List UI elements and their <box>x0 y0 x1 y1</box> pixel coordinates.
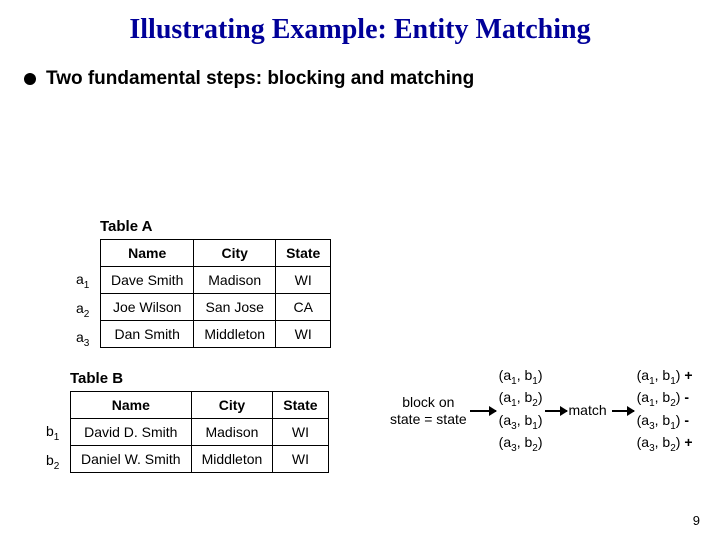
table-a-label: Table A <box>100 218 331 235</box>
table-cell: WI <box>273 419 328 446</box>
flow-diagram: block on state = state (a1, b1)(a1, b2)(… <box>390 366 693 455</box>
column-header: Name <box>71 392 192 419</box>
column-header: City <box>191 392 273 419</box>
block-label: block on state = state <box>390 394 467 428</box>
row-id-label: a1 <box>76 271 89 291</box>
table-row: Daniel W. SmithMiddletonWI <box>71 446 329 473</box>
pair: (a1, b1) <box>499 366 543 388</box>
column-header: State <box>276 240 331 267</box>
table-cell: Joe Wilson <box>101 294 194 321</box>
row-id-label: a3 <box>76 329 89 349</box>
table-row: David D. SmithMadisonWI <box>71 419 329 446</box>
block-label-l2: state = state <box>390 411 467 427</box>
column-header: State <box>273 392 328 419</box>
bullet-icon <box>24 73 36 85</box>
row-id-label: b1 <box>46 423 59 443</box>
row-id-label: a2 <box>76 300 89 320</box>
table-cell: WI <box>273 446 328 473</box>
pair: (a3, b2) <box>499 433 543 455</box>
table-cell: David D. Smith <box>71 419 192 446</box>
pairs-after-match: (a1, b1) +(a1, b2) -(a3, b1) -(a3, b2) + <box>637 366 693 455</box>
bullet-row: Two fundamental steps: blocking and matc… <box>24 68 720 90</box>
table-row: Joe WilsonSan JoseCA <box>101 294 331 321</box>
table-cell: Middleton <box>194 321 276 348</box>
table-a: NameCityStateDave SmithMadisonWIJoe Wils… <box>100 239 331 348</box>
arrow-icon <box>612 410 634 412</box>
arrow-icon <box>545 410 567 412</box>
table-cell: WI <box>276 321 331 348</box>
table-cell: Madison <box>191 419 273 446</box>
row-id-label: b2 <box>46 452 59 472</box>
slide-title: Illustrating Example: Entity Matching <box>0 0 720 46</box>
table-row: Dan SmithMiddletonWI <box>101 321 331 348</box>
pair: (a3, b2) + <box>637 433 693 455</box>
table-b-block: Table B NameCityStateDavid D. SmithMadis… <box>70 370 329 473</box>
pair: (a1, b2) - <box>637 388 693 410</box>
column-header: City <box>194 240 276 267</box>
table-cell: WI <box>276 267 331 294</box>
table-cell: Middleton <box>191 446 273 473</box>
bullet-text: Two fundamental steps: blocking and matc… <box>46 68 474 90</box>
table-row: Dave SmithMadisonWI <box>101 267 331 294</box>
pair: (a1, b2) <box>499 388 543 410</box>
page-number: 9 <box>693 513 700 528</box>
table-cell: Madison <box>194 267 276 294</box>
table-cell: Dan Smith <box>101 321 194 348</box>
table-b-label: Table B <box>70 370 329 387</box>
pair: (a3, b1) - <box>637 411 693 433</box>
pair: (a1, b1) + <box>637 366 693 388</box>
arrow-icon <box>470 410 496 412</box>
pair: (a3, b1) <box>499 411 543 433</box>
table-b: NameCityStateDavid D. SmithMadisonWIDani… <box>70 391 329 473</box>
block-label-l1: block on <box>402 394 454 410</box>
pairs-after-block: (a1, b1)(a1, b2)(a3, b1)(a3, b2) <box>499 366 543 455</box>
match-label: match <box>569 402 607 419</box>
column-header: Name <box>101 240 194 267</box>
table-cell: San Jose <box>194 294 276 321</box>
table-cell: CA <box>276 294 331 321</box>
table-cell: Daniel W. Smith <box>71 446 192 473</box>
table-a-block: Table A NameCityStateDave SmithMadisonWI… <box>100 218 331 348</box>
table-cell: Dave Smith <box>101 267 194 294</box>
